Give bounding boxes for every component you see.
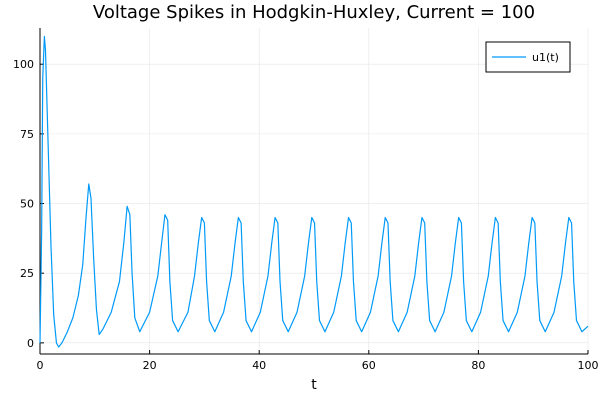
x-tick-label: 100 xyxy=(578,359,599,372)
y-tick-label: 75 xyxy=(20,128,34,141)
legend-label: u1(t) xyxy=(532,51,559,64)
x-axis-label: t xyxy=(311,377,317,393)
y-tick-label: 0 xyxy=(27,337,34,350)
x-tick-label: 60 xyxy=(362,359,376,372)
series-line xyxy=(39,35,589,348)
y-tick-label: 50 xyxy=(20,198,34,211)
x-tick-label: 80 xyxy=(471,359,485,372)
y-tick-label: 25 xyxy=(20,267,34,280)
legend-box xyxy=(485,41,571,73)
y-tick-label: 100 xyxy=(13,58,34,71)
ticks: 0 20 40 60 80 100 0 25 50 75 100 xyxy=(13,58,599,372)
x-tick-label: 20 xyxy=(143,359,157,372)
chart-title: Voltage Spikes in Hodgkin-Huxley, Curren… xyxy=(93,2,535,23)
series xyxy=(39,35,589,348)
x-tick-label: 40 xyxy=(252,359,266,372)
axes xyxy=(39,28,588,355)
legend: u1(t) xyxy=(485,41,571,73)
x-tick-label: 0 xyxy=(37,359,44,372)
